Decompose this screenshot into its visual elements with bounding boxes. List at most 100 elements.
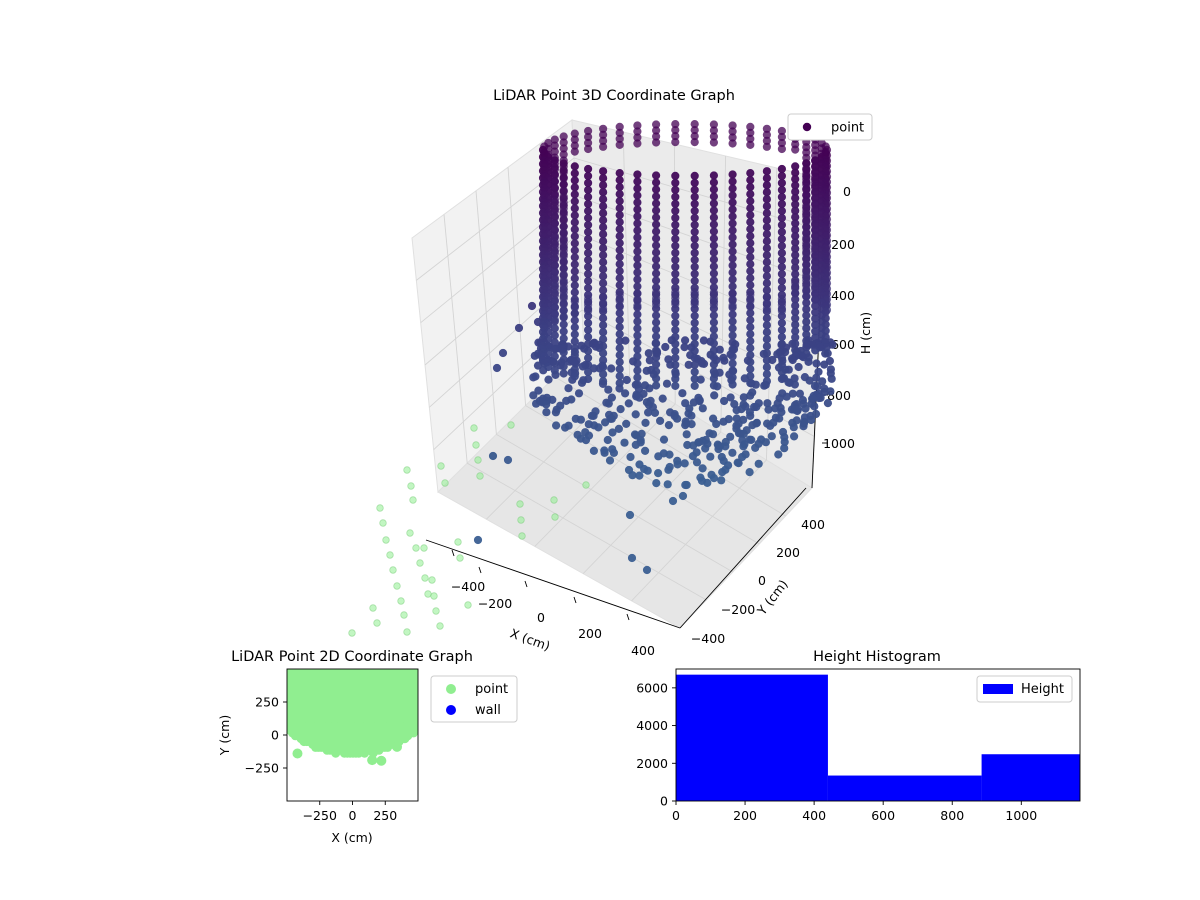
- lidar-point: [709, 255, 719, 264]
- lidar-point: [746, 411, 755, 420]
- x-tick-mark: [573, 596, 577, 604]
- lidar-point: [559, 300, 568, 309]
- lidar-point: [654, 452, 663, 461]
- lidar-point: [762, 370, 772, 379]
- z-axis-label: H (cm): [858, 312, 873, 354]
- lidar-point: [690, 304, 699, 313]
- lidar-point: [652, 199, 661, 208]
- plot-2d-x-tick-label: −250: [303, 808, 337, 823]
- histogram-x-tick-label: 1000: [1005, 808, 1037, 823]
- lidar-point: [709, 120, 719, 129]
- lidar-point: [762, 181, 772, 190]
- lidar-point: [777, 276, 787, 286]
- lidar-point: [791, 327, 800, 336]
- lidar-point: [709, 318, 719, 327]
- lidar-point: [599, 202, 608, 211]
- lidar-point: [689, 441, 698, 450]
- lidar-point: [813, 382, 822, 391]
- ghost-point: [441, 479, 449, 487]
- lidar-point: [671, 276, 680, 285]
- lidar-point: [777, 178, 787, 188]
- x-tick-mark: [451, 549, 455, 557]
- lidar-point: [584, 206, 593, 216]
- lidar-point: [633, 184, 642, 193]
- lidar-point: [641, 418, 650, 427]
- lidar-point: [774, 450, 783, 459]
- ghost-point: [436, 622, 444, 630]
- lidar-point: [720, 396, 729, 406]
- legend-2d-label-point: point: [475, 682, 508, 697]
- lidar-point: [671, 206, 680, 215]
- lidar-point: [791, 238, 800, 247]
- ghost-point: [420, 544, 428, 552]
- lidar-point: [777, 311, 787, 321]
- lidar-point: [584, 192, 593, 202]
- lidar-point: [599, 188, 608, 197]
- lidar-point: [739, 393, 748, 402]
- lidar-point: [671, 262, 680, 271]
- lidar-point: [607, 364, 616, 373]
- lidar-point: [728, 198, 737, 207]
- legend-3d-marker-point: [802, 122, 812, 132]
- lidar-point: [614, 424, 624, 433]
- z-tick-label: 0: [843, 184, 851, 199]
- ghost-point: [456, 554, 464, 562]
- lidar-point: [628, 471, 637, 480]
- lidar-point: [745, 468, 754, 477]
- lidar-point: [762, 130, 772, 139]
- lidar-point: [633, 254, 642, 263]
- lidar-point: [615, 239, 624, 248]
- lidar-point: [801, 404, 810, 413]
- lidar-point: [615, 323, 624, 332]
- lidar-point: [615, 358, 624, 367]
- lidar-point: [793, 406, 802, 416]
- lidar-point: [603, 435, 612, 445]
- lidar-point: [690, 276, 699, 285]
- histogram-y-tick-label: 4000: [636, 718, 668, 733]
- lidar-point: [777, 325, 787, 335]
- lidar-point: [777, 318, 787, 328]
- lidar-point: [615, 204, 624, 213]
- histogram-x-tick-label: 600: [871, 808, 895, 823]
- histogram-x-tick-label: 800: [940, 808, 964, 823]
- lidar-point: [791, 257, 800, 266]
- lidar-point: [615, 267, 624, 276]
- lidar-point: [728, 240, 737, 249]
- ghost-point: [400, 611, 408, 619]
- lidar-point: [791, 225, 800, 234]
- lidar-point: [709, 248, 719, 257]
- lidar-point: [671, 241, 680, 250]
- lidar-point: [671, 120, 680, 129]
- lidar-point: [802, 311, 811, 320]
- lidar-point: [791, 168, 800, 177]
- lidar-point: [761, 438, 771, 447]
- lidar-point: [608, 428, 617, 437]
- lidar-point: [671, 213, 680, 222]
- lidar-point: [811, 327, 820, 336]
- lidar-point: [559, 138, 568, 147]
- lidar-point: [746, 122, 755, 131]
- lidar-point: [615, 253, 624, 262]
- lidar-point: [794, 362, 803, 372]
- lidar-point: [624, 399, 633, 408]
- lidar-point: [762, 230, 772, 239]
- lidar-point: [671, 360, 680, 369]
- lidar-point: [599, 223, 608, 232]
- lidar-point: [804, 357, 813, 366]
- lidar-point: [633, 226, 642, 235]
- lidar-point: [644, 408, 653, 417]
- lidar-point: [710, 391, 719, 400]
- lidar-point: [652, 206, 661, 215]
- lidar-point: [671, 185, 680, 194]
- lidar-point: [599, 136, 608, 145]
- lidar-point: [762, 342, 772, 351]
- z-tick-label: 400: [831, 288, 855, 303]
- lidar-point: [559, 306, 568, 315]
- lidar-point: [578, 362, 587, 371]
- ghost-point: [507, 421, 515, 429]
- lidar-point: [791, 187, 800, 196]
- lidar-point: [633, 324, 642, 333]
- lidar-point: [633, 373, 642, 382]
- lidar-point: [777, 255, 787, 265]
- ghost-point: [424, 590, 432, 598]
